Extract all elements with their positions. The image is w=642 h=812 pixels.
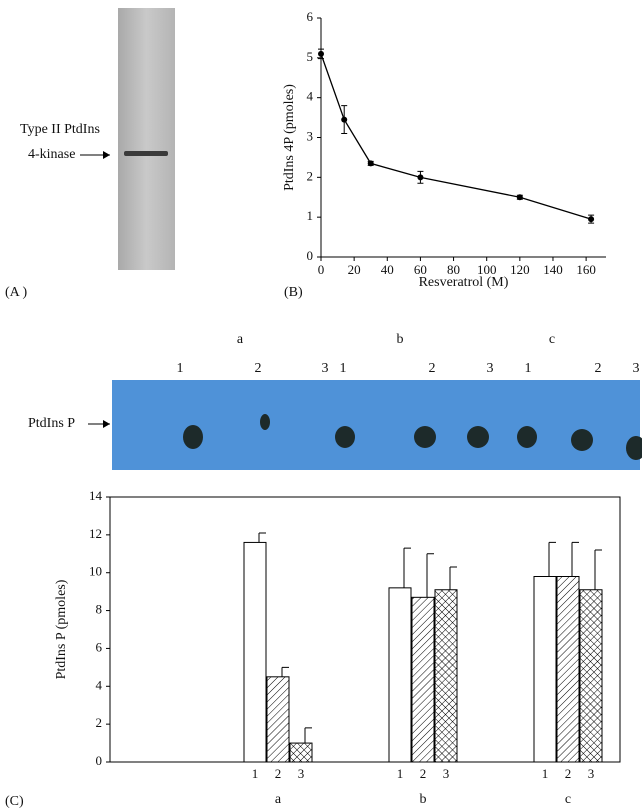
bar [579, 589, 603, 763]
x-tick-label: 100 [477, 262, 497, 277]
x-tick-label: 160 [576, 262, 596, 277]
line [320, 53, 592, 220]
y-axis-label: PtdIns P (pmoles) [54, 579, 69, 679]
bar-label: 1 [252, 766, 259, 781]
x-axis-label: Resveratrol (M) [419, 275, 509, 290]
panel-label: (C) [5, 794, 24, 809]
bar [289, 742, 313, 763]
x-tick-label: 40 [381, 262, 394, 277]
error-bar [403, 547, 411, 588]
lane-label: 3 [487, 361, 494, 376]
arrow-head [103, 420, 110, 428]
bar [533, 576, 557, 763]
y-tick-label: 2 [96, 715, 103, 730]
point [516, 194, 523, 201]
point [417, 174, 424, 181]
x-tick-label: c [565, 792, 571, 807]
y-tick-label: 4 [307, 89, 314, 104]
y-tick-label: 2 [307, 168, 314, 183]
gel-label: Type II PtdIns [20, 122, 100, 137]
bar [243, 541, 267, 763]
gel-image [112, 380, 640, 470]
plot-frame [109, 496, 621, 763]
point [367, 160, 374, 167]
x-tick-label: 60 [414, 262, 427, 277]
bar [434, 589, 458, 763]
lane-label: 2 [255, 361, 262, 376]
bar [266, 676, 290, 763]
lane-label: 2 [429, 361, 436, 376]
point [341, 116, 348, 123]
bar-label: 3 [588, 766, 595, 781]
lane-label: 3 [322, 361, 329, 376]
error-bar [426, 553, 434, 598]
bar-label: 2 [275, 766, 282, 781]
panel-label: (B) [284, 285, 303, 300]
y-tick-label: 12 [89, 526, 102, 541]
group-label: b [397, 332, 404, 347]
group-label: c [549, 332, 555, 347]
error-bar [258, 532, 266, 543]
y-tick-label: 1 [307, 208, 314, 223]
bar-label: 3 [443, 766, 450, 781]
gel-label: PtdIns P [28, 416, 75, 431]
bar-label: 1 [542, 766, 549, 781]
y-tick-label: 14 [89, 488, 103, 503]
bar-label: 3 [298, 766, 305, 781]
arrow-head [103, 151, 110, 159]
gel-label: 4-kinase [28, 147, 75, 162]
bar [388, 587, 412, 763]
bar-label: 2 [420, 766, 427, 781]
x-tick-label: 0 [318, 262, 325, 277]
panel-label: (A ) [5, 285, 28, 300]
lane-label: 1 [340, 361, 347, 376]
y-tick-label: 5 [307, 49, 314, 64]
lane-label: 1 [525, 361, 532, 376]
error-bar [571, 541, 579, 577]
y-tick-label: 0 [307, 248, 314, 263]
x-tick-label: 140 [543, 262, 563, 277]
error-bar [304, 727, 312, 744]
gel-spots [183, 414, 642, 460]
x-tick-label: 20 [348, 262, 361, 277]
lane-label: 2 [595, 361, 602, 376]
y-tick-label: 4 [96, 677, 103, 692]
y-tick-label: 10 [89, 564, 102, 579]
x-tick-label: 120 [510, 262, 530, 277]
bar [556, 576, 580, 763]
error-bar [281, 666, 289, 677]
bar [411, 596, 435, 763]
point [588, 216, 595, 223]
gel-band [124, 151, 168, 156]
x-tick-label: b [420, 792, 427, 807]
gel-image [118, 8, 175, 270]
error-bar [548, 541, 556, 577]
y-tick-label: 8 [96, 602, 103, 617]
bar-label: 1 [397, 766, 404, 781]
point [318, 50, 324, 57]
x-tick-label: a [275, 792, 282, 807]
bar-label: 2 [565, 766, 572, 781]
lane-label: 3 [633, 361, 640, 376]
y-tick-label: 0 [96, 753, 103, 768]
lane-label: 1 [177, 361, 184, 376]
axis [320, 18, 606, 258]
y-tick-label: 6 [96, 639, 103, 654]
error-bar [594, 549, 602, 590]
group-label: a [237, 332, 244, 347]
y-tick-label: 6 [307, 9, 314, 24]
error-bar [449, 566, 457, 590]
x-tick-label: 80 [447, 262, 460, 277]
y-tick-label: 3 [307, 128, 314, 143]
y-axis-label: PtdIns 4P (pmoles) [282, 84, 297, 191]
